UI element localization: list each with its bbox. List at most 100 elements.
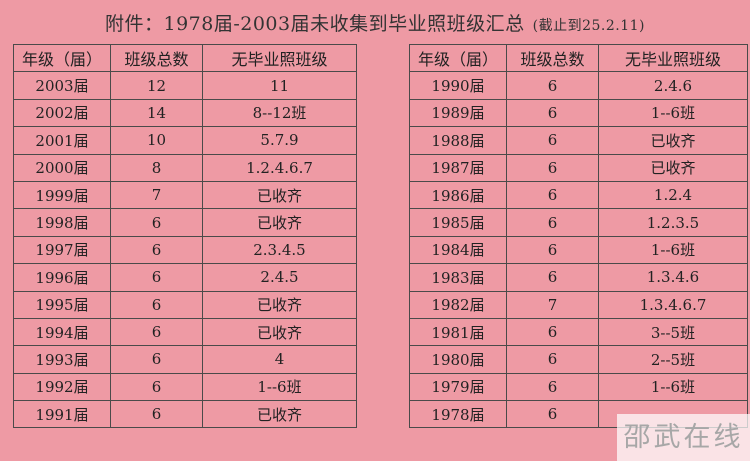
cell-class-total: 6 xyxy=(506,400,599,429)
table-left: 年级（届） 班级总数 无毕业照班级 2003届 12 11 2002届 14 8--12班… xyxy=(13,43,357,429)
table-row: 1986届 6 1.2.4 xyxy=(409,180,748,210)
cell-missing-classes: 已收齐 xyxy=(598,126,748,155)
table-row: 2001届 10 5.7.9 xyxy=(13,126,357,155)
table-right: 年级（届） 班级总数 无毕业照班级 1990届 6 2.4.6 1989届 6 1--6班… xyxy=(409,43,748,429)
cell-grade: 1979届 xyxy=(409,372,507,402)
cell-grade: 1993届 xyxy=(13,345,111,374)
cell-grade: 1978届 xyxy=(409,400,507,429)
cell-missing-classes: 8--12班 xyxy=(202,98,357,128)
table-row: 1994届 6 已收齐 xyxy=(13,317,357,347)
header-missing-classes: 无毕业照班级 xyxy=(202,43,357,73)
cell-grade: 1994届 xyxy=(13,317,111,347)
cell-missing-classes: 已收齐 xyxy=(202,290,357,319)
header-row: 年级（届） 班级总数 无毕业照班级 xyxy=(13,43,357,73)
cell-missing-classes: 1.2.4 xyxy=(598,180,748,210)
cell-missing-classes: 已收齐 xyxy=(202,400,357,429)
table-row: 2003届 12 11 xyxy=(13,71,357,100)
cell-missing-classes: 2.3.4.5 xyxy=(202,235,357,265)
cell-missing-classes: 1--6班 xyxy=(598,235,748,265)
table-row: 1990届 6 2.4.6 xyxy=(409,71,748,100)
cell-missing-classes: 1.2.3.5 xyxy=(598,208,748,237)
cell-missing-classes: 1--6班 xyxy=(598,98,748,128)
cell-class-total: 8 xyxy=(110,153,203,182)
table-row: 1983届 6 1.3.4.6 xyxy=(409,263,748,292)
table-row: 1981届 6 3--5班 xyxy=(409,317,748,347)
cell-grade: 1991届 xyxy=(13,400,111,429)
header-missing-classes: 无毕业照班级 xyxy=(598,43,748,73)
cell-missing-classes: 1.3.4.6.7 xyxy=(598,290,748,319)
title-main: 附件：1978届-2003届未收集到毕业照班级汇总 xyxy=(104,13,525,35)
cell-missing-classes: 2.4.6 xyxy=(598,71,748,100)
cell-grade: 1986届 xyxy=(409,180,507,210)
cell-missing-classes: 已收齐 xyxy=(598,153,748,182)
cell-grade: 1996届 xyxy=(13,263,111,292)
table-row: 1999届 7 已收齐 xyxy=(13,180,357,210)
cell-grade: 1995届 xyxy=(13,290,111,319)
cell-grade: 1984届 xyxy=(409,235,507,265)
cell-grade: 1985届 xyxy=(409,208,507,237)
cell-class-total: 14 xyxy=(110,98,203,128)
table-row: 1996届 6 2.4.5 xyxy=(13,263,357,292)
header-class-total: 班级总数 xyxy=(110,43,203,73)
cell-class-total: 6 xyxy=(110,317,203,347)
cell-grade: 1999届 xyxy=(13,180,111,210)
cell-grade: 1980届 xyxy=(409,345,507,374)
cell-missing-classes: 3--5班 xyxy=(598,317,748,347)
table-row: 1998届 6 已收齐 xyxy=(13,208,357,237)
cell-class-total: 6 xyxy=(110,345,203,374)
cell-class-total: 7 xyxy=(110,180,203,210)
table-row: 1987届 6 已收齐 xyxy=(409,153,748,182)
cell-class-total: 6 xyxy=(506,180,599,210)
header-row: 年级（届） 班级总数 无毕业照班级 xyxy=(409,43,748,73)
cell-missing-classes: 1--6班 xyxy=(202,372,357,402)
cell-class-total: 6 xyxy=(506,208,599,237)
cell-missing-classes: 1--6班 xyxy=(598,372,748,402)
header-grade: 年级（届） xyxy=(13,43,111,73)
cell-missing-classes: 已收齐 xyxy=(202,180,357,210)
table-row: 2000届 8 1.2.4.6.7 xyxy=(13,153,357,182)
cell-class-total: 6 xyxy=(110,235,203,265)
table-row: 1982届 7 1.3.4.6.7 xyxy=(409,290,748,319)
title-note: (截止到25.2.11) xyxy=(532,18,645,34)
cell-missing-classes: 11 xyxy=(202,71,357,100)
cell-class-total: 6 xyxy=(506,345,599,374)
cell-class-total: 6 xyxy=(110,372,203,402)
table-row: 1993届 6 4 xyxy=(13,345,357,374)
table-row: 1988届 6 已收齐 xyxy=(409,126,748,155)
cell-grade: 2001届 xyxy=(13,126,111,155)
cell-class-total: 6 xyxy=(506,317,599,347)
cell-missing-classes: 5.7.9 xyxy=(202,126,357,155)
cell-class-total: 7 xyxy=(506,290,599,319)
table-row: 1984届 6 1--6班 xyxy=(409,235,748,265)
cell-grade: 1989届 xyxy=(409,98,507,128)
cell-missing-classes: 1.2.4.6.7 xyxy=(202,153,357,182)
cell-grade: 1988届 xyxy=(409,126,507,155)
cell-class-total: 6 xyxy=(110,400,203,429)
cell-missing-classes: 已收齐 xyxy=(202,317,357,347)
cell-grade: 2002届 xyxy=(13,98,111,128)
table-row: 1995届 6 已收齐 xyxy=(13,290,357,319)
cell-missing-classes: 4 xyxy=(202,345,357,374)
header-class-total: 班级总数 xyxy=(506,43,599,73)
cell-class-total: 6 xyxy=(506,372,599,402)
cell-grade: 1997届 xyxy=(13,235,111,265)
cell-class-total: 6 xyxy=(110,208,203,237)
cell-grade: 2000届 xyxy=(13,153,111,182)
cell-class-total: 10 xyxy=(110,126,203,155)
cell-class-total: 6 xyxy=(110,263,203,292)
cell-class-total: 6 xyxy=(506,263,599,292)
cell-class-total: 6 xyxy=(506,235,599,265)
cell-missing-classes: 已收齐 xyxy=(202,208,357,237)
cell-class-total: 6 xyxy=(506,71,599,100)
table-row: 1980届 6 2--5班 xyxy=(409,345,748,374)
table-row: 1989届 6 1--6班 xyxy=(409,98,748,128)
table-row: 1979届 6 1--6班 xyxy=(409,372,748,402)
header-grade: 年级（届） xyxy=(409,43,507,73)
page-title: 附件：1978届-2003届未收集到毕业照班级汇总 (截止到25.2.11) xyxy=(0,9,750,36)
cell-grade: 1987届 xyxy=(409,153,507,182)
cell-class-total: 6 xyxy=(506,126,599,155)
cell-grade: 1983届 xyxy=(409,263,507,292)
table-row: 1997届 6 2.3.4.5 xyxy=(13,235,357,265)
cell-class-total: 6 xyxy=(506,153,599,182)
watermark-logo: 邵武在线 xyxy=(617,414,750,461)
